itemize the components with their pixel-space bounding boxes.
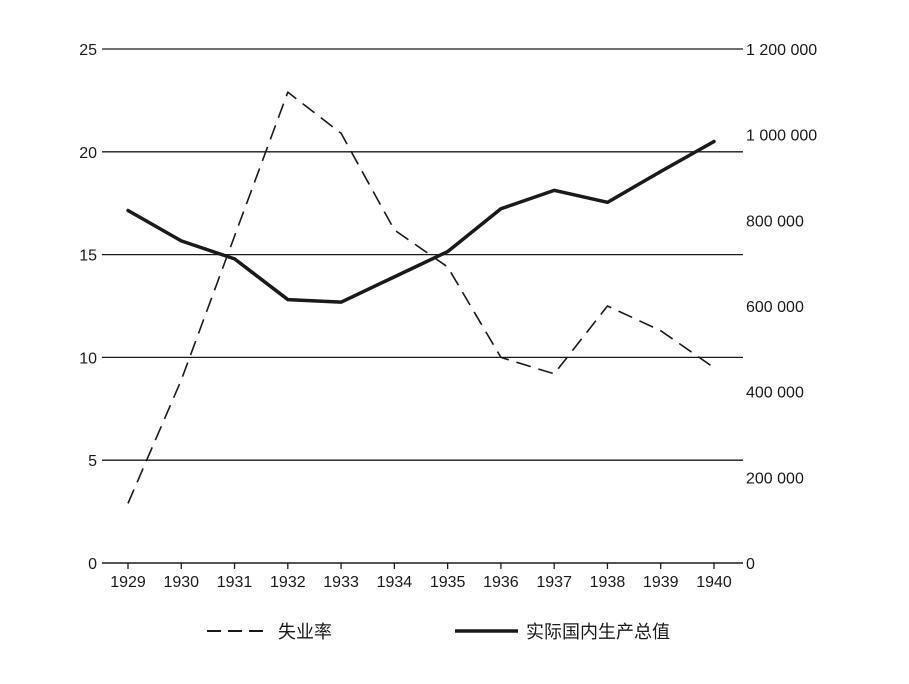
legend-item-unemployment: 失业率	[207, 622, 332, 643]
left-axis-ticks: 0 5 10 15 20 25	[79, 42, 97, 573]
legend-item-real-gdp: 实际国内生产总值	[455, 622, 670, 643]
right-y-tick-label: 600 000	[746, 299, 804, 316]
left-y-tick-label: 10	[79, 350, 97, 367]
legend: 失业率 实际国内生产总值	[207, 622, 670, 643]
right-y-tick-label: 0	[746, 556, 755, 573]
left-y-tick-label: 5	[88, 453, 97, 470]
legend-label-real-gdp: 实际国内生产总值	[526, 622, 670, 643]
x-tick-label: 1938	[590, 574, 626, 591]
right-y-tick-label: 1 000 000	[746, 128, 817, 145]
x-tick-label: 1932	[270, 574, 306, 591]
gridlines	[102, 48, 743, 461]
right-y-tick-label: 200 000	[746, 470, 804, 487]
series-line-unemployment	[127, 91, 715, 504]
right-y-tick-label: 400 000	[746, 385, 804, 402]
x-tick-label: 1935	[430, 574, 466, 591]
x-tick-label: 1937	[536, 574, 572, 591]
x-tick-label: 1934	[377, 574, 413, 591]
left-y-tick-label: 15	[79, 248, 97, 265]
x-tick-label: 1936	[483, 574, 519, 591]
x-tick-label: 1940	[696, 574, 732, 591]
x-axis-ticks: 1929 1930 1931 1932 1933 1934 1935 1936 1937 1938…	[110, 563, 732, 591]
left-y-tick-label: 20	[79, 145, 97, 162]
x-tick-label: 1933	[323, 574, 359, 591]
series-layer	[126, 91, 716, 504]
x-tick-label: 1939	[643, 574, 679, 591]
left-y-tick-label: 0	[88, 556, 97, 573]
x-tick-label: 1929	[110, 574, 146, 591]
series-line-real-gdp	[126, 139, 716, 304]
x-tick-label: 1930	[163, 574, 199, 591]
right-axis-ticks: 0 200 000 400 000 600 000 800 000 1 000 000 1 …	[746, 42, 817, 573]
left-y-tick-label: 25	[79, 42, 97, 59]
right-y-tick-label: 1 200 000	[746, 42, 817, 59]
legend-label-unemployment: 失业率	[278, 622, 332, 643]
right-y-tick-label: 800 000	[746, 213, 804, 230]
x-tick-label: 1931	[217, 574, 253, 591]
